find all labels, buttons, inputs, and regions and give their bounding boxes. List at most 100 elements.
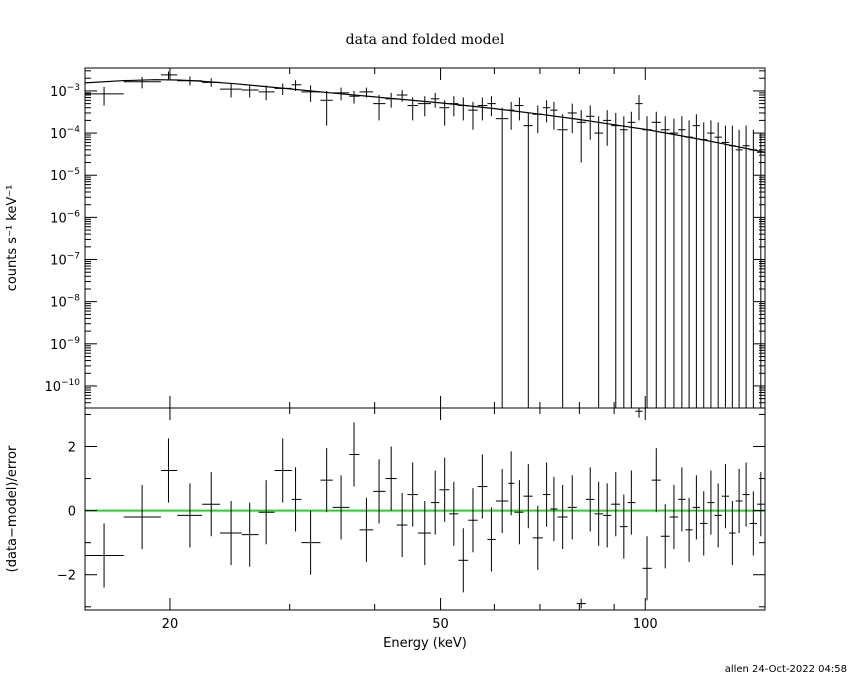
top-x-ticks	[169, 68, 646, 408]
residual-point-4	[202, 472, 221, 537]
residual-point-47	[669, 484, 679, 550]
data-point-51	[700, 122, 708, 408]
data-point-29	[514, 97, 524, 121]
residual-point-22	[449, 481, 459, 546]
residual-point-2	[160, 438, 178, 503]
residual-point-0	[85, 523, 124, 588]
residual-point-54	[721, 464, 730, 529]
data-point-47	[669, 118, 679, 408]
data-point-41	[619, 116, 628, 408]
res-y-tick-label-0: 2	[68, 440, 76, 455]
residual-series	[85, 408, 765, 609]
residual-point-53	[714, 483, 722, 548]
data-point-42	[627, 111, 636, 408]
residual-point-56	[735, 468, 743, 534]
res-y-tick-label-1: 0	[68, 505, 76, 520]
residual-point-46	[660, 504, 670, 569]
residual-point-21	[439, 457, 450, 522]
residual-point-38	[594, 481, 604, 546]
data-point-10	[301, 85, 321, 102]
data-point-18	[407, 97, 418, 121]
data-point-53	[714, 122, 722, 408]
top-y-ticks: 10−3 10−4 10−5 10−6 10−7 10−8 10−9 10−10	[44, 70, 765, 409]
residual-point-16	[385, 446, 397, 511]
residual-point-7	[258, 480, 275, 545]
residual-point-20	[430, 470, 440, 535]
residual-point-50	[692, 475, 701, 540]
residual-point-10	[301, 510, 321, 575]
residual-point-27	[495, 468, 509, 534]
residual-point-9	[291, 467, 302, 532]
data-point-57	[742, 125, 750, 408]
data-point-48	[678, 116, 686, 408]
residual-point-31	[532, 505, 543, 570]
data-point-5	[220, 83, 242, 98]
data-point-44	[642, 116, 652, 408]
residual-point-34	[557, 484, 568, 550]
residual-point-18	[407, 462, 418, 527]
data-point-19	[417, 96, 431, 117]
y-tick-label-0: 10−3	[50, 83, 80, 100]
data-point-46	[660, 116, 670, 408]
data-point-28	[508, 101, 515, 130]
y-tick-label-6: 10−9	[50, 336, 80, 353]
data-point-37	[585, 105, 595, 140]
data-point-55	[729, 125, 736, 408]
data-point-7	[258, 85, 275, 101]
data-point-25	[477, 97, 488, 121]
y-tick-label-3: 10−6	[50, 209, 80, 226]
residual-point-25	[477, 454, 488, 519]
residual-point-59	[757, 472, 765, 537]
data-point-13	[349, 90, 360, 104]
residual-point-40	[611, 472, 620, 537]
bottom-panel: 20−2 20 50 100	[57, 407, 766, 632]
x-tick-label-2: 100	[633, 617, 658, 632]
data-point-6	[241, 84, 259, 98]
residual-point-42	[627, 470, 636, 535]
residual-point-29	[514, 480, 524, 545]
y-tick-label-2: 10−5	[50, 167, 80, 184]
data-point-32	[542, 100, 551, 123]
residual-point-44	[642, 536, 652, 601]
data-point-36	[576, 110, 586, 163]
residual-point-57	[742, 462, 750, 527]
folded-model-line	[84, 79, 766, 153]
residual-point-41	[619, 494, 628, 559]
bottom-y-axis-label: (data−model)/error	[5, 445, 20, 572]
data-point-30	[523, 112, 533, 408]
residual-point-43	[635, 408, 643, 418]
data-point-23	[458, 97, 469, 121]
data-point-40	[611, 112, 620, 408]
data-point-43	[635, 95, 643, 121]
residual-point-30	[523, 464, 533, 529]
residual-point-14	[359, 497, 374, 562]
x-tick-label-0: 20	[162, 617, 179, 632]
residual-point-3	[177, 483, 203, 548]
residual-point-23	[458, 528, 469, 593]
y-tick-label-5: 10−8	[50, 294, 80, 311]
y-tick-label-7: 10−10	[44, 378, 80, 395]
data-point-50	[692, 114, 701, 408]
residual-point-15	[373, 459, 386, 524]
y-tick-label-1: 10−4	[50, 125, 80, 142]
chart-title: data and folded model	[346, 32, 505, 48]
top-plot-frame	[84, 67, 766, 409]
data-point-20	[430, 92, 440, 108]
data-point-11	[320, 90, 333, 126]
data-point-38	[594, 116, 604, 408]
residual-point-35	[567, 475, 577, 540]
bottom-x-ticks: 20 50 100	[162, 408, 658, 632]
residual-point-19	[417, 500, 431, 566]
top-y-axis-label: counts s⁻¹ keV⁻¹	[5, 185, 20, 292]
residual-point-33	[550, 476, 558, 542]
residual-point-49	[685, 497, 693, 562]
residual-point-51	[700, 491, 708, 556]
data-point-54	[721, 125, 730, 408]
residual-point-37	[585, 467, 595, 532]
data-point-45	[651, 111, 661, 408]
data-point-52	[707, 120, 715, 408]
data-point-26	[487, 96, 496, 117]
residual-point-28	[508, 451, 515, 516]
data-point-16	[385, 92, 397, 108]
